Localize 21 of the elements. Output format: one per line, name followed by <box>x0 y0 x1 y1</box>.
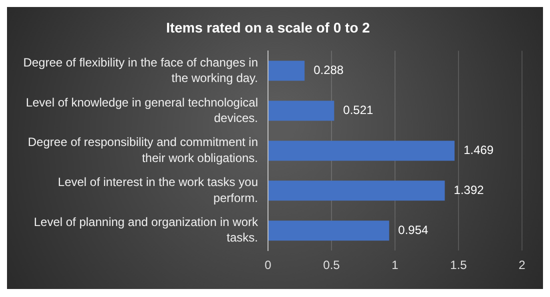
data-label: 1.469 <box>464 143 494 158</box>
x-tick-label: 2 <box>518 258 526 272</box>
data-label: 1.392 <box>454 182 484 197</box>
y-tick-label: Degree of responsibility and commitment in their work obligations. <box>28 135 258 165</box>
data-label: 0.288 <box>314 63 344 78</box>
x-tick-label: 0.5 <box>323 258 340 272</box>
bar <box>268 100 334 121</box>
bar <box>268 60 305 81</box>
bar <box>268 180 445 201</box>
y-tick-label: Level of interest in the work tasks you perform. <box>58 175 258 205</box>
x-tick-label: 1.5 <box>450 258 468 272</box>
y-tick-label: Level of knowledge in general technological devices. <box>26 95 258 125</box>
y-tick-label: Level of planning and organization in work tasks. <box>34 215 259 245</box>
x-tick-label: 0 <box>264 258 272 272</box>
data-label: 0.521 <box>343 103 374 118</box>
y-tick-label: Degree of flexibility in the face of changes in the working day. <box>23 55 258 85</box>
bar <box>268 220 390 241</box>
chart-title: Items rated on a scale of 0 to 2 <box>166 19 370 36</box>
x-tick-label: 1 <box>392 258 399 272</box>
bar <box>268 140 455 161</box>
data-label: 0.954 <box>398 222 429 237</box>
